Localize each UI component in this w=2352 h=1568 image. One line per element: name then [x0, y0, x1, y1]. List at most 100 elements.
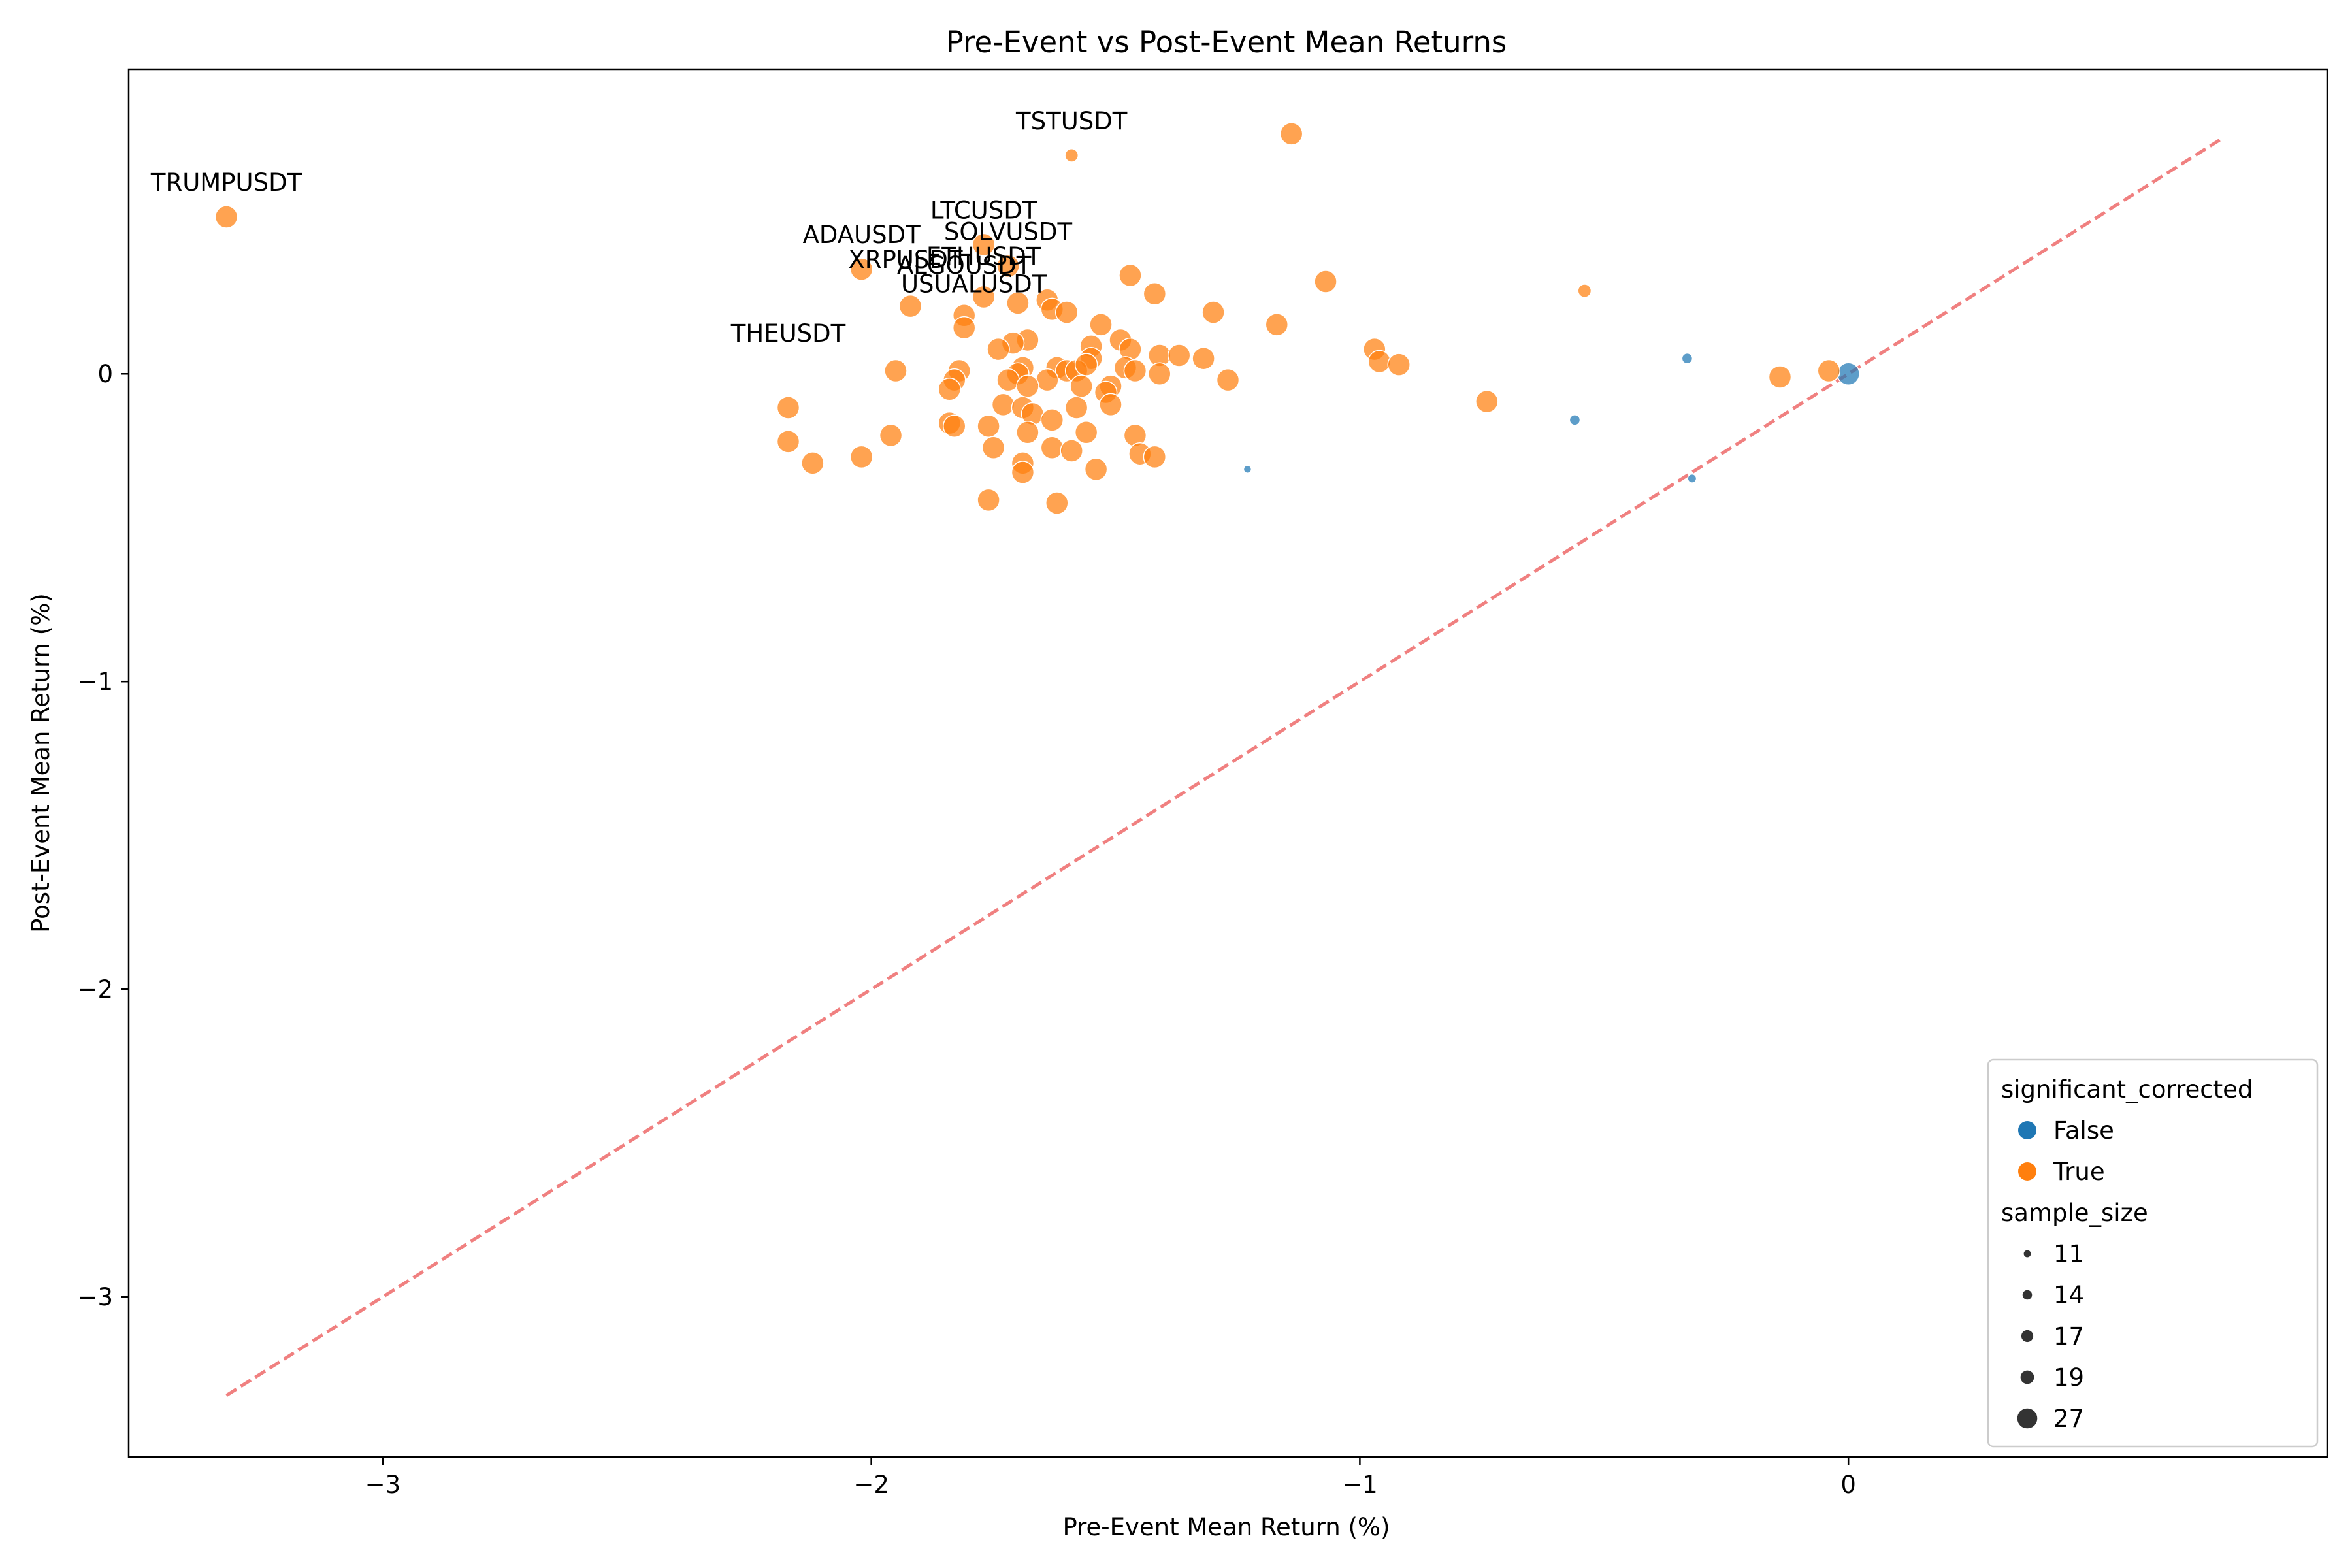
annotation-6: XRPUSDT: [848, 246, 962, 274]
point-true-8: [972, 285, 996, 309]
annotation-1: TSTUSDT: [1015, 107, 1128, 135]
legend-size-label-0: 11: [2053, 1240, 2084, 1268]
annotation-9: THEUSDT: [730, 319, 846, 348]
point-true-30: [1192, 346, 1215, 370]
legend-size-marker-2: [2021, 1330, 2034, 1343]
y-tick-label-3: 0: [97, 360, 113, 388]
legend-size-title: sample_size: [2001, 1199, 2148, 1227]
point-true-43: [1074, 353, 1098, 376]
point-true-9: [1006, 291, 1030, 315]
point-true-78: [801, 451, 825, 475]
legend-hue-label-0: False: [2053, 1117, 2114, 1145]
point-true-58: [991, 393, 1015, 417]
point-true-68: [1074, 420, 1098, 444]
point-true-16: [1143, 282, 1167, 306]
point-true-77: [849, 445, 874, 469]
point-true-72: [981, 436, 1005, 460]
axis-ticks-layer: −3 −2 −1 0 −3 −2 −1 0: [77, 360, 1855, 1499]
point-true-81: [1084, 457, 1108, 481]
point-true-46: [1148, 362, 1171, 385]
point-true-73: [1040, 436, 1064, 460]
plot-frame: [127, 68, 2328, 1458]
data-points-layer: [214, 122, 1860, 515]
point-true-29: [1167, 344, 1191, 367]
annotation-7: ALGOUSDT: [897, 252, 1032, 280]
annotation-0: TRUMPUSDT: [150, 169, 302, 197]
point-true-76: [1143, 445, 1167, 469]
point-true-51: [1070, 374, 1093, 398]
x-tick-label-1: −2: [853, 1471, 889, 1499]
y-tick-label-0: −3: [77, 1283, 113, 1311]
point-true-0: [214, 205, 238, 229]
legend-size-label-1: 14: [2053, 1281, 2084, 1309]
legend-hue-marker-1: [2018, 1162, 2036, 1181]
point-true-20: [1089, 313, 1113, 336]
point-true-54: [1768, 365, 1792, 389]
annotation-5: ETHUSDT: [926, 242, 1041, 270]
point-true-39: [996, 368, 1020, 392]
annotation-8: USUALUSDT: [901, 270, 1047, 298]
annotation-3: SOLVUSDT: [944, 218, 1073, 246]
y-axis-label: Post-Event Mean Return (%): [27, 593, 55, 933]
annotation-4: ADAUSDT: [803, 221, 921, 249]
legend-size-label-2: 17: [2053, 1322, 2084, 1350]
chart-title: Pre-Event vs Post-Event Mean Returns: [946, 25, 1507, 59]
point-true-82: [977, 488, 1000, 512]
point-true-52: [1216, 368, 1240, 392]
point-true-19: [1314, 270, 1337, 293]
y-tick-label-2: −1: [77, 668, 113, 696]
point-true-34: [884, 359, 907, 383]
point-true-67: [1016, 420, 1039, 444]
legend-size-marker-1: [2022, 1290, 2033, 1300]
point-true-4: [972, 233, 996, 257]
reference-line: [225, 139, 2221, 1397]
point-true-47: [1036, 368, 1059, 392]
point-true-53: [1475, 389, 1499, 414]
point-true-1: [1064, 148, 1079, 163]
point-true-70: [879, 423, 903, 448]
legend-frame: [1987, 1058, 2319, 1448]
point-true-55: [1817, 359, 1841, 383]
point-true-83: [1045, 491, 1069, 515]
point-false-1: [1569, 414, 1581, 426]
point-false-4: [1837, 362, 1860, 385]
point-true-65: [942, 414, 966, 438]
reference-line-layer: [225, 139, 2221, 1397]
point-true-32: [1367, 350, 1392, 374]
point-true-7: [898, 294, 923, 318]
point-true-63: [1099, 393, 1122, 417]
x-tick-label-2: −1: [1342, 1471, 1378, 1499]
point-true-15: [1119, 263, 1142, 287]
point-true-2: [1279, 122, 1303, 146]
point-true-61: [1040, 408, 1064, 432]
x-tick-label-3: 0: [1840, 1471, 1856, 1499]
point-true-18: [1265, 313, 1289, 336]
point-true-56: [938, 378, 962, 401]
legend-size-marker-3: [2020, 1370, 2034, 1384]
point-false-2: [1243, 465, 1252, 474]
legend-size-marker-4: [2017, 1408, 2038, 1429]
point-true-17: [1201, 301, 1225, 324]
point-true-45: [1123, 359, 1147, 383]
x-axis-label: Pre-Event Mean Return (%): [1062, 1513, 1390, 1541]
point-true-74: [1060, 439, 1083, 463]
x-tick-label-0: −3: [365, 1471, 401, 1499]
point-true-14: [1054, 301, 1079, 324]
annotation-2: LTCUSDT: [930, 196, 1037, 224]
point-true-57: [776, 396, 800, 419]
point-true-48: [1016, 374, 1039, 398]
point-false-3: [1687, 473, 1697, 483]
point-true-11: [952, 316, 976, 340]
point-true-33: [1387, 353, 1411, 376]
point-true-62: [1064, 396, 1088, 419]
legend-hue-marker-0: [2018, 1121, 2036, 1139]
point-true-66: [977, 414, 1000, 438]
legend-hue-label-1: True: [2053, 1158, 2105, 1186]
point-true-6: [849, 257, 874, 281]
legend-size-label-3: 19: [2053, 1364, 2084, 1392]
legend-hue-title: significant_corrected: [2001, 1075, 2253, 1103]
point-true-3: [1577, 284, 1592, 298]
